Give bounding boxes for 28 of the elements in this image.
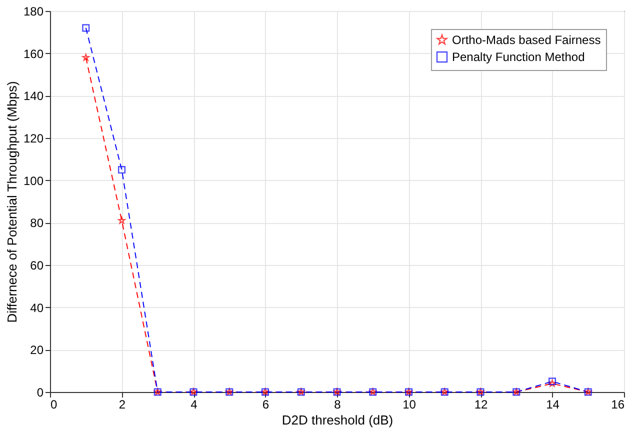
- y-tick-label: 0: [36, 386, 44, 400]
- point: [118, 166, 126, 174]
- point: [82, 54, 90, 61]
- y-tick-label: 60: [30, 258, 44, 272]
- y-tick-label: 160: [23, 46, 44, 61]
- y-tick-label: 100: [23, 174, 44, 188]
- point: [118, 216, 126, 224]
- x-tick-label: 0: [50, 398, 58, 412]
- x-tick-label: 14: [546, 398, 560, 412]
- x-axis-title: D2D threshold (dB): [282, 412, 394, 428]
- x-tick-label: 10: [402, 398, 416, 412]
- y-tick-label: 120: [23, 132, 44, 146]
- legend-label: Penalty Function Method: [452, 50, 585, 64]
- y-axis-title: Differnece of Potential Throughput (Mbps): [4, 81, 20, 323]
- legend-label: Ortho-Mads based Fairness: [452, 33, 601, 47]
- x-tick-label: 2: [118, 398, 126, 412]
- y-tick-label: 80: [30, 216, 44, 230]
- y-tick-label: 20: [30, 343, 44, 358]
- y-tick-label: 180: [23, 4, 44, 18]
- x-tick-label: 8: [334, 398, 342, 412]
- x-tick-label: 16: [611, 398, 625, 412]
- x-tick-label: 4: [190, 398, 198, 412]
- x-tick-label: 12: [474, 398, 488, 412]
- point: [548, 378, 556, 386]
- y-tick-label: 40: [30, 300, 44, 315]
- point: [82, 24, 90, 32]
- y-tick-label: 140: [23, 89, 44, 104]
- x-tick-label: 6: [262, 398, 270, 412]
